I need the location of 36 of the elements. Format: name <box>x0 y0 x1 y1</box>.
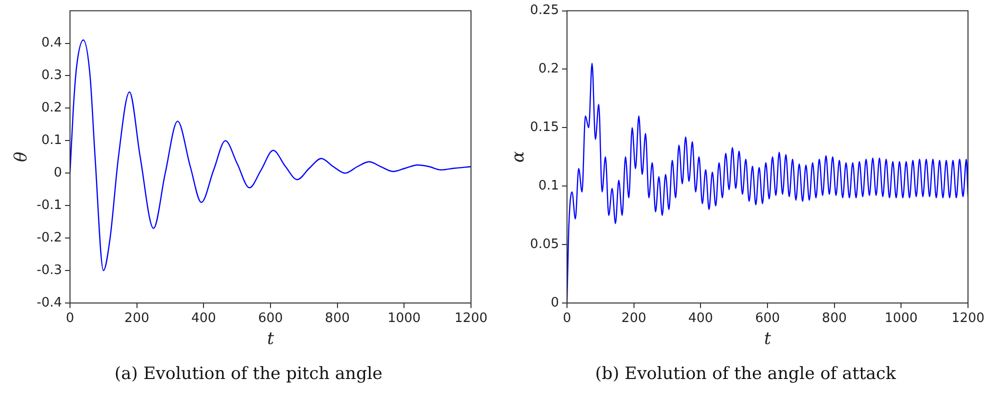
x-tick-label: 200 <box>621 311 646 326</box>
y-tick-label: 0 <box>550 295 559 310</box>
y-tick-label: 0.3 <box>41 68 62 84</box>
y-tick-label: 0.4 <box>41 36 62 51</box>
x-tick-label: 200 <box>124 311 150 326</box>
y-tick-label: 0.2 <box>41 100 62 116</box>
x-tick-label: 600 <box>258 311 283 326</box>
x-tick-label: 1200 <box>454 311 488 326</box>
y-tick-label: 0.05 <box>530 236 559 252</box>
y-tick-label: 0.25 <box>530 3 559 18</box>
x-tick-label: 1200 <box>951 311 985 326</box>
x-tick-label: 600 <box>755 311 780 326</box>
x-tick-label: 400 <box>688 311 714 326</box>
x-tick-label: 0 <box>66 311 74 326</box>
x-tick-label: 1000 <box>388 311 421 326</box>
line-series <box>70 39 471 272</box>
x-axis-title: t <box>764 329 772 350</box>
text: (a) Evolution of the pitch angle <box>114 364 384 384</box>
y-tick-label: -0.1 <box>36 198 62 213</box>
y-tick-label: 0 <box>54 166 62 181</box>
y-tick-label: 0.15 <box>530 120 559 136</box>
x-tick-label: 800 <box>822 311 847 326</box>
y-tick-label: 0.1 <box>41 133 62 148</box>
y-axis-title: α <box>508 150 529 163</box>
y-tick-label: -0.3 <box>36 262 62 278</box>
y-tick-label: 0.2 <box>538 62 559 77</box>
y-axis-title: θ <box>12 152 32 162</box>
x-tick-label: 800 <box>324 311 350 326</box>
x-tick-label: 0 <box>562 311 572 326</box>
x-axis-title: t <box>267 329 274 350</box>
y-tick-label: 0.1 <box>538 178 559 194</box>
y-tick-label: -0.4 <box>36 295 62 310</box>
x-tick-label: 400 <box>191 311 216 326</box>
x-tick-label: 1000 <box>884 311 918 326</box>
text: (b) Evolution of the angle of attack <box>594 364 897 384</box>
y-tick-label: -0.2 <box>36 230 62 246</box>
